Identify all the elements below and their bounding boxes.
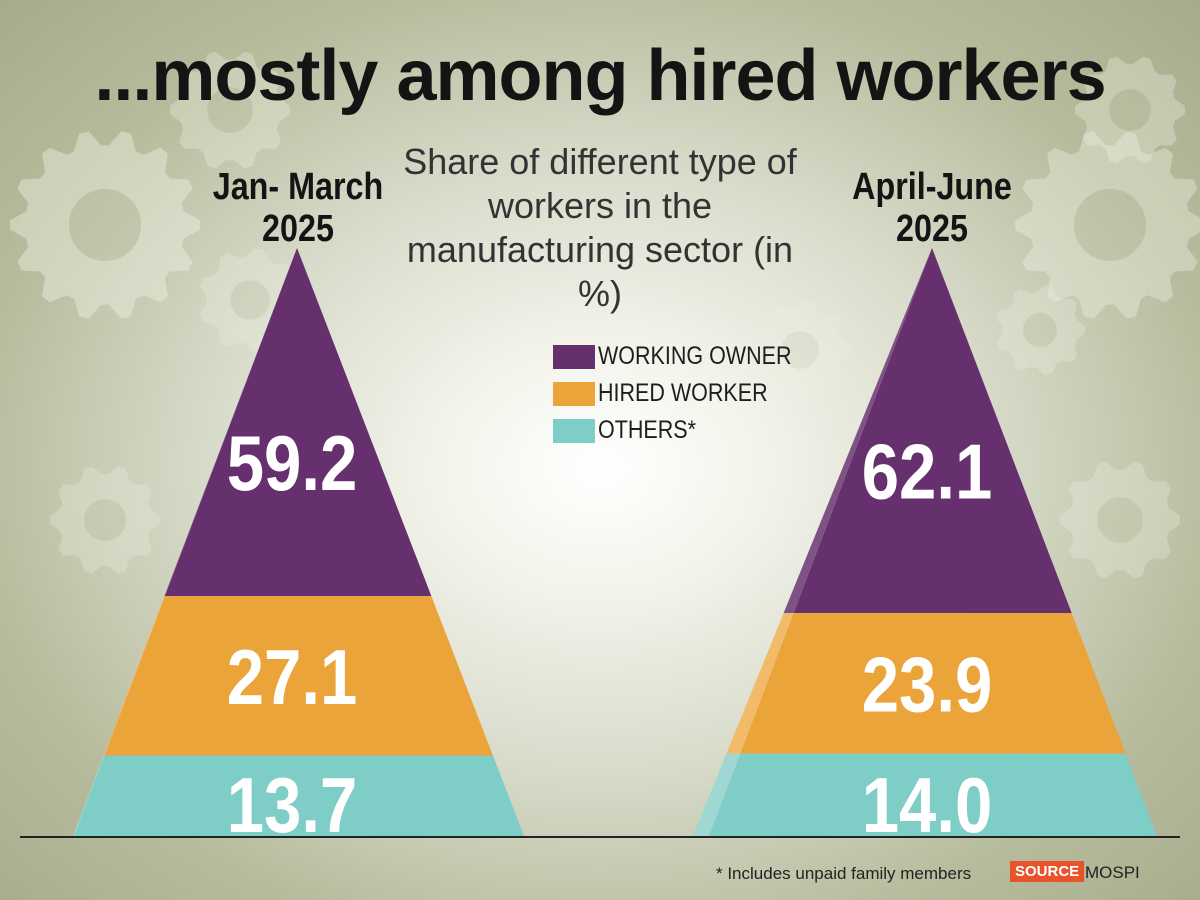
legend-swatch-working-owner [553,344,595,369]
legend-item-working-owner: WORKING OWNER [553,338,823,375]
legend-swatch-hired-worker [553,381,595,406]
period-label-jan-march: Jan- March 2025 [212,166,384,250]
segment-others [74,755,524,836]
legend-label-working-owner: WORKING OWNER [598,342,792,370]
value-label-others: 14.0 [862,762,993,849]
side-face-hired-worker [103,596,165,756]
segment-working-owner [164,248,432,597]
gear-shape [10,131,200,319]
value-label-hired-worker: 23.9 [862,642,993,729]
source-badge: SOURCE [1010,861,1085,882]
source-name: MOSPI [1085,863,1140,882]
gear-shape [1015,131,1200,319]
gear-shape [50,466,160,574]
segment-working-owner [793,248,1072,614]
gear-shape [170,51,290,169]
gear-shape [1060,461,1180,579]
legend-swatch-others [553,418,595,443]
gear-shape [996,285,1085,375]
baseline-rule [20,836,1180,838]
side-face-others [73,755,105,836]
legend-label-others: OTHERS* [598,416,696,444]
legend-item-others: OTHERS* [553,412,823,449]
value-label-working-owner: 59.2 [227,420,358,507]
legend-item-hired-worker: HIRED WORKER [553,375,823,412]
footnote: * Includes unpaid family members [716,864,972,883]
side-face-others [693,753,741,836]
legend: WORKING OWNER HIRED WORKER OTHERS* [553,338,823,449]
gear-shape [751,300,850,400]
segment-hired-worker [740,613,1126,754]
pyramid-april-june: 62.1 23.9 14.0 [693,248,1157,849]
side-face-working-owner [164,248,297,597]
value-label-others: 13.7 [227,762,358,849]
side-face-hired-worker [726,613,794,754]
gear-shape [1075,56,1185,164]
chart-title: ...mostly among hired workers [94,36,1106,116]
segment-hired-worker [104,596,493,756]
legend-label-hired-worker: HIRED WORKER [598,379,768,407]
value-label-working-owner: 62.1 [862,429,993,516]
chart-subtitle: Share of different type of workers in th… [403,141,797,314]
side-face-working-owner [783,248,932,614]
period-label-april-june: April-June 2025 [852,166,1012,250]
segment-others [709,753,1157,836]
value-label-hired-worker: 27.1 [227,634,358,721]
pyramid-jan-march: 59.2 27.1 13.7 [73,248,524,849]
